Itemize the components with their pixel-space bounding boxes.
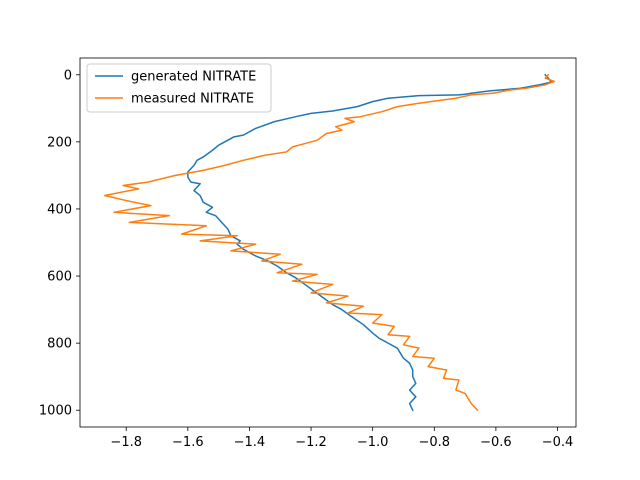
y-tick-label: 1000 (39, 404, 72, 419)
legend-entry-label: generated NITRATE (131, 70, 256, 85)
x-tick-label: −0.8 (418, 435, 450, 450)
y-tick-label: 200 (47, 135, 72, 150)
axes-frame (79, 57, 577, 428)
y-tick-label: 400 (47, 202, 72, 217)
y-axis-ticks: 0 200 400 600 800 1000 (39, 68, 80, 419)
series-line-generated-nitrate (187, 73, 553, 412)
x-axis-ticks: −1.8 −1.6 −1.4 −1.2 −1.0 −0.8 −0.6 −0.4 (110, 427, 573, 450)
x-tick-label: −1.6 (172, 435, 204, 450)
x-tick-label: −1.4 (234, 435, 266, 450)
x-tick-label: −1.0 (357, 435, 389, 450)
x-tick-label: −1.2 (295, 435, 327, 450)
legend-entry-label: measured NITRATE (131, 92, 254, 107)
x-tick-label: −1.8 (110, 435, 142, 450)
series-layer (103, 73, 556, 412)
legend-box (86, 63, 272, 113)
legend: generated NITRATE measured NITRATE (86, 63, 272, 113)
y-tick-label: 600 (47, 270, 72, 285)
y-tick-label: 0 (64, 68, 72, 83)
x-tick-label: −0.4 (542, 435, 574, 450)
series-line-measured-nitrate (103, 73, 556, 412)
x-tick-label: −0.6 (480, 435, 512, 450)
y-tick-label: 800 (47, 337, 72, 352)
